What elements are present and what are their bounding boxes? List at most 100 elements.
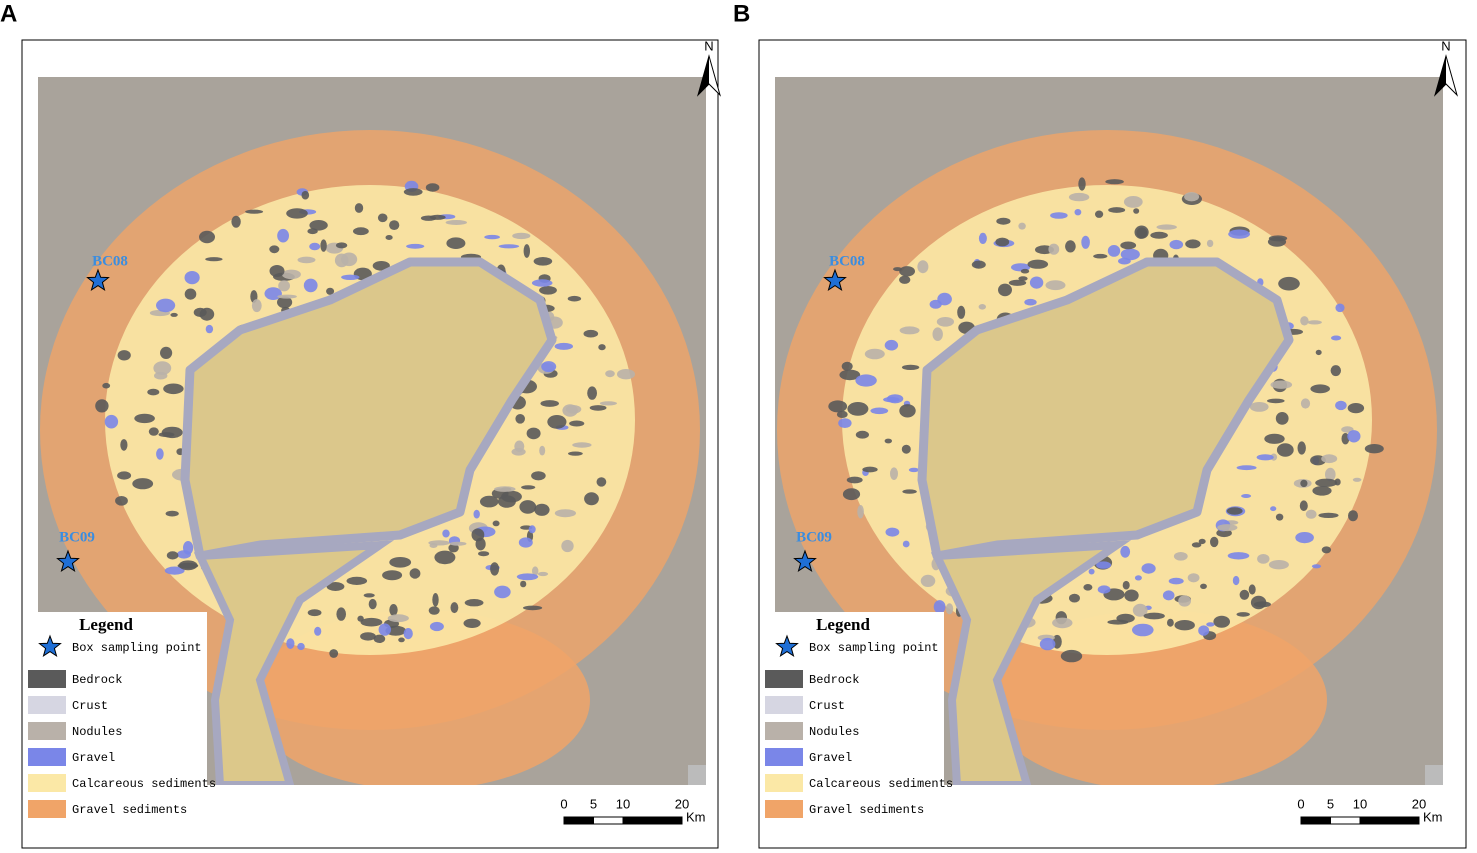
- scale-tick-label: 10: [1353, 796, 1367, 811]
- station-label: BC09: [59, 529, 95, 545]
- legend-swatch: [28, 774, 66, 792]
- seafloor-patch: [1206, 239, 1214, 248]
- legend-item-label: Bedrock: [809, 673, 859, 687]
- seafloor-patch: [520, 580, 527, 588]
- seafloor-patch: [1276, 443, 1294, 457]
- seafloor-patch: [346, 576, 368, 586]
- seafloor-patch: [1068, 192, 1090, 202]
- station-marker: [823, 268, 847, 292]
- seafloor-patch: [857, 505, 864, 519]
- seafloor-patch: [539, 286, 557, 295]
- seafloor-patch: [429, 621, 444, 632]
- seafloor-patch: [478, 551, 490, 557]
- seafloor-patch: [1210, 536, 1219, 548]
- seafloor-patch: [521, 485, 536, 490]
- seafloor-patch: [1168, 577, 1184, 585]
- seafloor-patch: [1321, 454, 1338, 464]
- seafloor-patch: [598, 344, 606, 351]
- legend-item-label: Gravel: [72, 751, 115, 765]
- seafloor-patch: [1321, 546, 1332, 554]
- seafloor-patch: [378, 623, 391, 636]
- seafloor-patch: [842, 488, 861, 501]
- seafloor-patch: [1226, 507, 1243, 515]
- seafloor-patch: [589, 405, 607, 411]
- seafloor-patch: [403, 628, 413, 640]
- seafloor-patch: [1275, 412, 1289, 425]
- seafloor-patch: [1095, 210, 1104, 218]
- seafloor-patch: [1305, 509, 1317, 519]
- seafloor-patch: [307, 609, 322, 617]
- seafloor-patch: [403, 188, 423, 196]
- seafloor-patch: [1300, 479, 1308, 488]
- station-marker: [56, 549, 80, 573]
- seafloor-patch: [1299, 500, 1308, 512]
- seafloor-patch: [307, 228, 318, 235]
- seafloor-patch: [1122, 580, 1130, 590]
- seafloor-patch: [286, 208, 308, 219]
- seafloor-patch: [537, 571, 549, 577]
- seafloor-patch: [839, 369, 861, 381]
- seafloor-patch: [836, 410, 848, 418]
- seafloor-patch: [1236, 612, 1250, 617]
- seafloor-patch: [1132, 623, 1154, 637]
- seafloor-patch: [587, 386, 597, 400]
- seafloor-patch: [841, 361, 853, 371]
- seafloor-patch: [1310, 384, 1330, 394]
- seafloor-patch: [1348, 510, 1358, 522]
- seafloor-patch: [448, 543, 459, 553]
- seafloor-patch: [184, 271, 200, 285]
- seafloor-patch: [1132, 603, 1148, 617]
- seafloor-patch: [1307, 320, 1322, 325]
- seafloor-patch: [1039, 637, 1056, 651]
- seafloor-patch: [902, 540, 910, 548]
- seafloor-patch: [1206, 622, 1215, 627]
- seafloor-patch: [978, 304, 986, 310]
- seafloor-patch: [1315, 349, 1322, 356]
- seafloor-patch: [1167, 618, 1174, 627]
- seafloor-patch: [596, 477, 607, 487]
- legend-box: [775, 612, 944, 820]
- seafloor-patch: [1107, 245, 1121, 257]
- seafloor-patch: [1335, 400, 1347, 411]
- seafloor-patch: [1232, 575, 1240, 586]
- seafloor-patch: [1330, 365, 1341, 377]
- seafloor-patch: [1184, 192, 1200, 202]
- legend-swatch: [765, 722, 803, 740]
- seafloor-patch: [884, 339, 899, 351]
- seafloor-patch: [117, 350, 131, 361]
- seafloor-patch: [473, 509, 480, 519]
- seafloor-patch: [605, 370, 615, 378]
- seafloor-patch: [933, 600, 946, 614]
- seafloor-patch: [177, 562, 199, 569]
- seafloor-patch: [205, 257, 223, 262]
- seafloor-patch: [377, 213, 388, 223]
- seafloor-patch: [492, 520, 500, 527]
- seafloor-patch: [617, 369, 635, 380]
- legend-title: Legend: [816, 615, 870, 634]
- legend-title: Legend: [79, 615, 133, 634]
- seafloor-patch: [528, 525, 536, 534]
- seafloor-patch: [309, 220, 328, 231]
- seafloor-patch: [1150, 231, 1168, 239]
- legend-swatch: [765, 774, 803, 792]
- seafloor-patch: [902, 489, 917, 494]
- seafloor-patch: [429, 543, 438, 548]
- seafloor-patch: [434, 550, 456, 565]
- seafloor-patch: [1275, 513, 1284, 521]
- seafloor-patch: [1116, 613, 1135, 623]
- seafloor-patch: [277, 294, 297, 299]
- seafloor-patch: [163, 383, 184, 395]
- seafloor-patch: [353, 227, 369, 236]
- corner-mark: [1425, 765, 1443, 785]
- seafloor-patch: [1052, 617, 1073, 629]
- seafloor-patch: [389, 220, 400, 231]
- seafloor-patch: [398, 637, 405, 643]
- seafloor-patch: [1143, 612, 1165, 620]
- legend-star: [38, 634, 62, 658]
- seafloor-patch: [490, 562, 500, 576]
- lower-channel: [193, 540, 395, 785]
- seafloor-patch: [153, 361, 172, 375]
- legend-item-label: Calcareous sediments: [72, 777, 216, 791]
- north-label: N: [704, 38, 713, 53]
- seafloor-patch: [1241, 494, 1252, 498]
